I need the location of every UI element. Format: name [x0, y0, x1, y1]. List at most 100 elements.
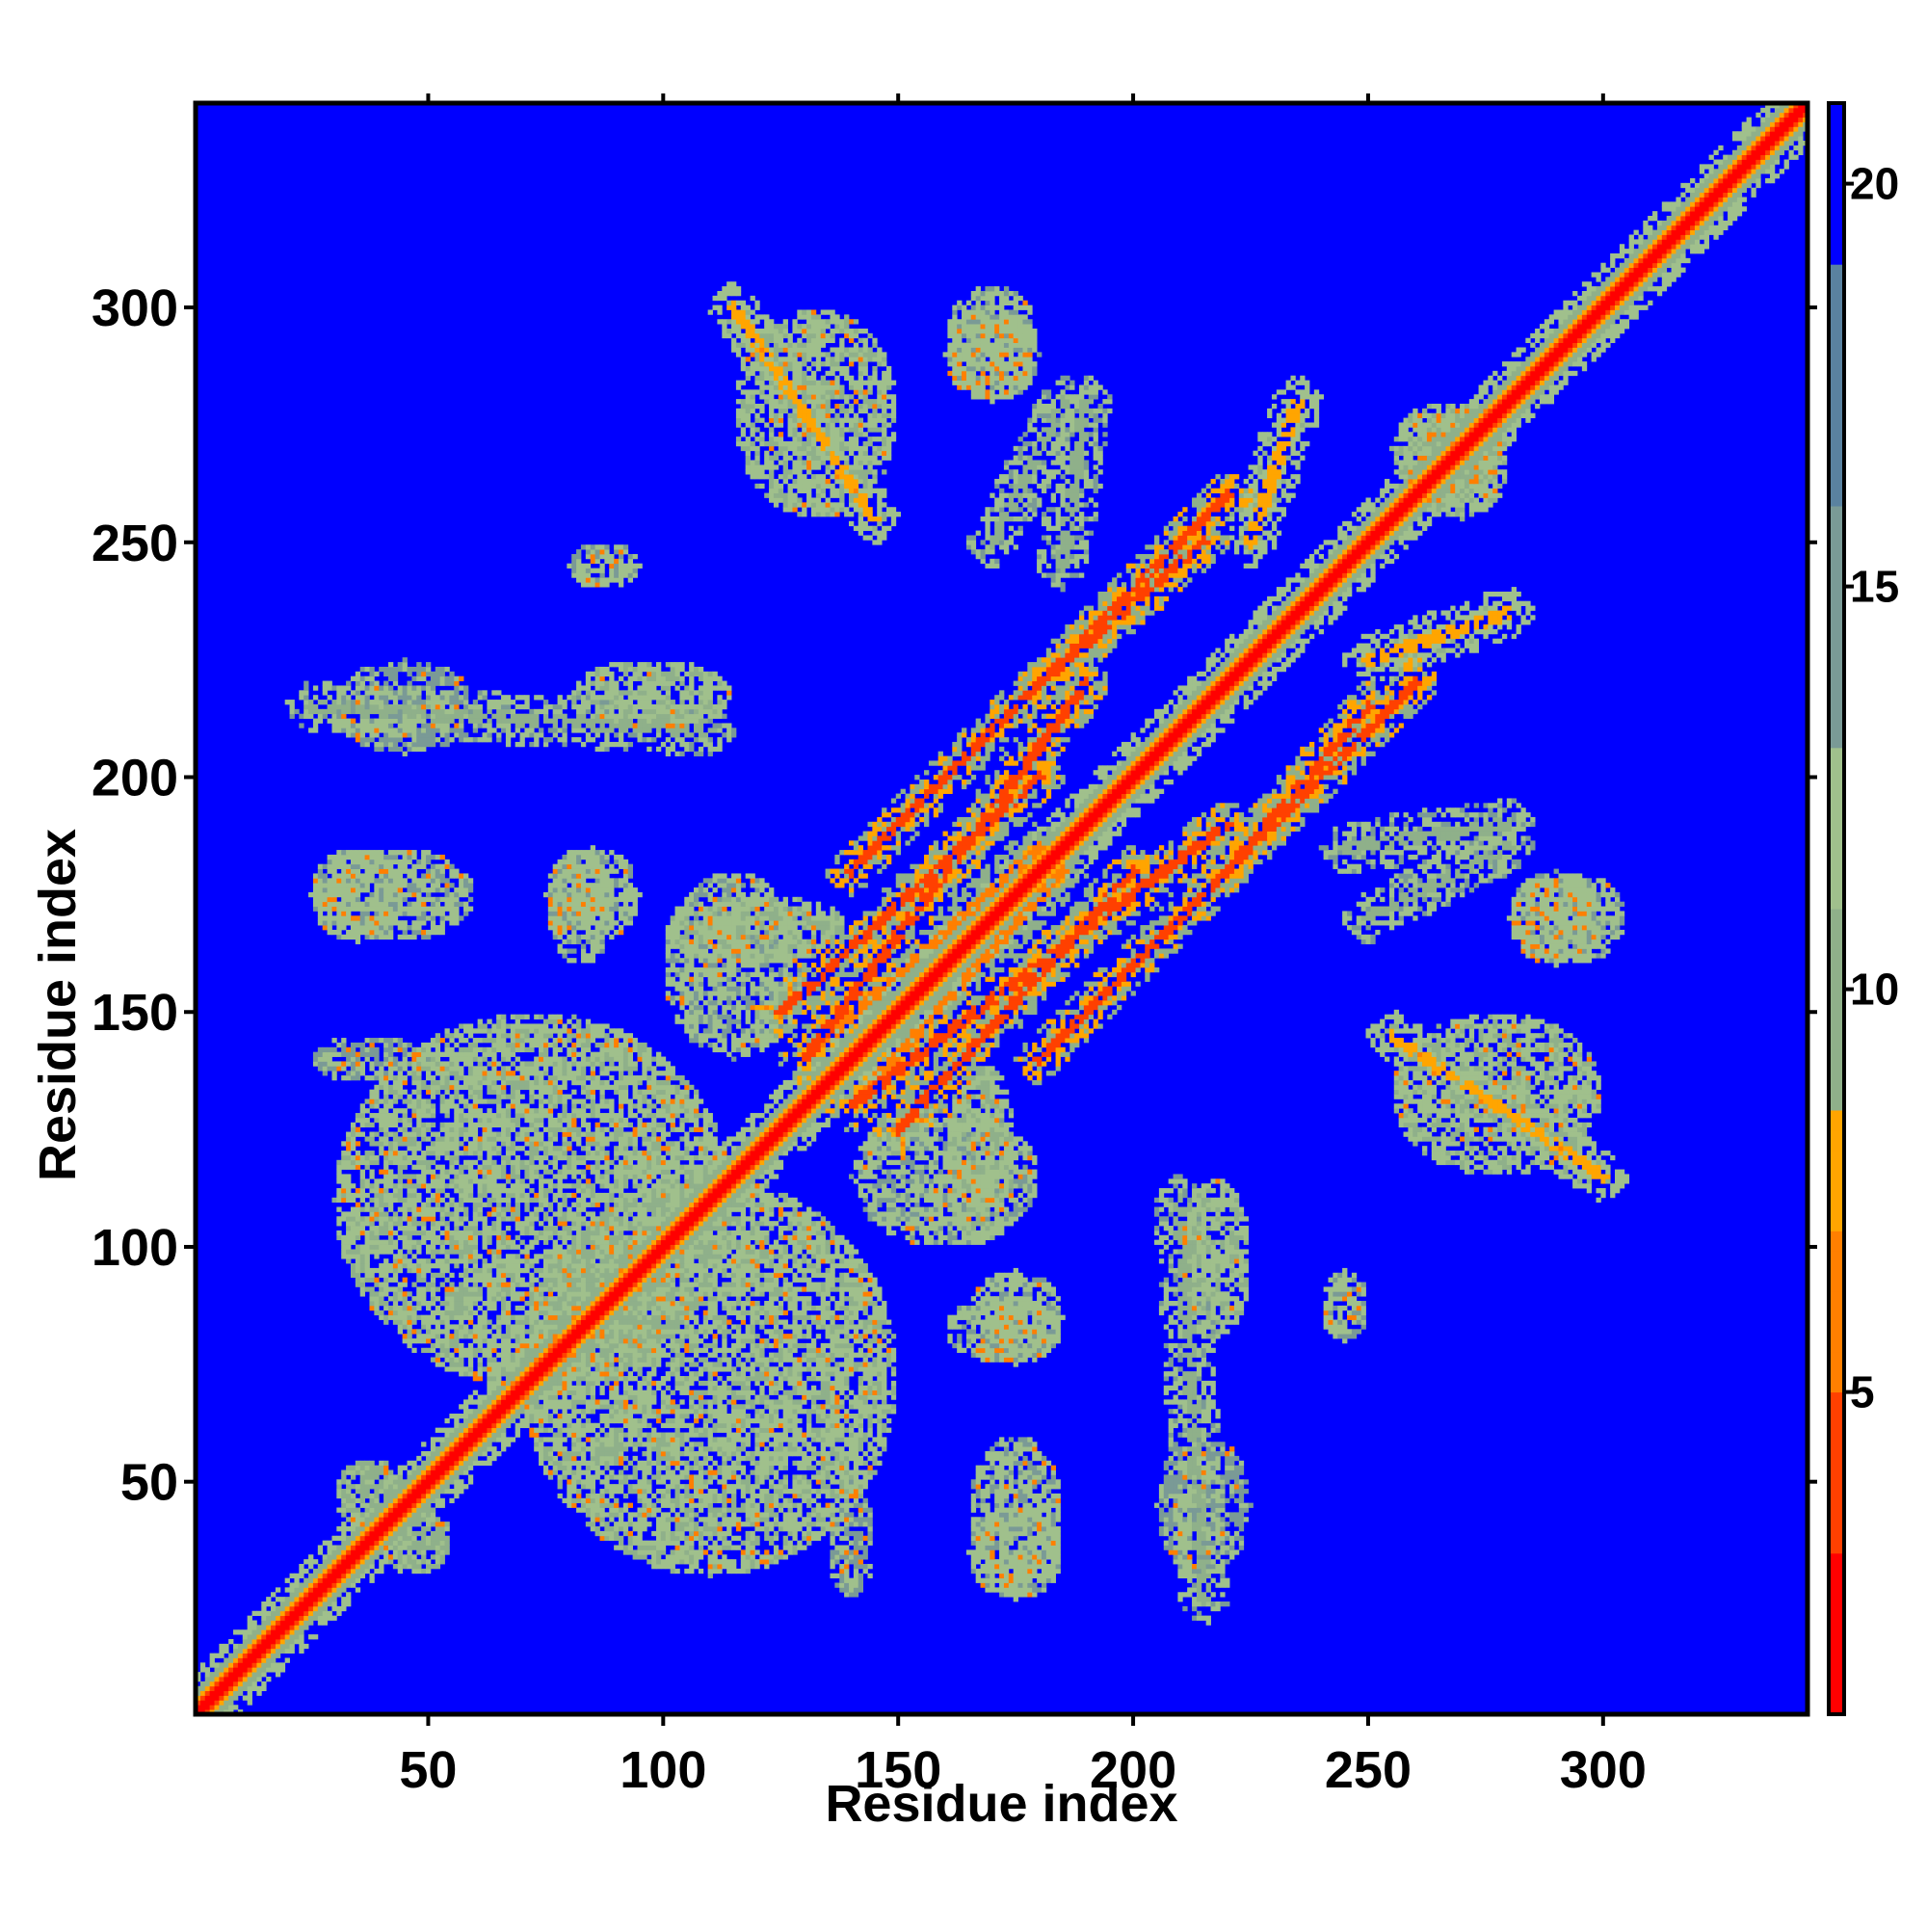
heatmap-cell [671, 1470, 675, 1475]
heatmap-cell [774, 1442, 779, 1446]
heatmap-cell [609, 1404, 614, 1409]
heatmap-cell [792, 1512, 797, 1517]
heatmap-cell [459, 1437, 463, 1442]
heatmap-cell [751, 1390, 755, 1395]
heatmap-cell [445, 1536, 450, 1541]
heatmap-cell [783, 1461, 788, 1466]
heatmap-cell [1169, 1526, 1174, 1531]
heatmap-cell [628, 1546, 633, 1550]
heatmap-cell [816, 1414, 821, 1418]
heatmap-cell [1192, 1587, 1197, 1592]
heatmap-cell [882, 1362, 886, 1366]
heatmap-cell [233, 1649, 238, 1654]
heatmap-cell [684, 1451, 689, 1456]
heatmap-cell [1174, 1494, 1178, 1498]
heatmap-cell [792, 1366, 797, 1371]
heatmap-cell [1027, 1466, 1032, 1470]
heatmap-cell [515, 1414, 520, 1418]
heatmap-cell [830, 1381, 834, 1386]
heatmap-cell [1220, 1592, 1225, 1597]
heatmap-cell [717, 1531, 722, 1536]
heatmap-cell [746, 1559, 751, 1564]
heatmap-cell [1201, 1564, 1206, 1569]
heatmap-cell [1211, 1404, 1216, 1409]
heatmap-cell [1169, 1386, 1174, 1390]
heatmap-cell [684, 1366, 689, 1371]
heatmap-cell [1192, 1414, 1197, 1418]
heatmap-cell [722, 1442, 726, 1446]
heatmap-cell [839, 1433, 844, 1438]
heatmap-cell [586, 1479, 591, 1484]
heatmap-cell [336, 1554, 341, 1559]
heatmap-cell [407, 1564, 411, 1569]
heatmap-cell [647, 1541, 651, 1546]
heatmap-cell [792, 1494, 797, 1498]
heatmap-cell [703, 1503, 708, 1508]
heatmap-cell [826, 1395, 831, 1400]
heatmap-cell [1206, 1559, 1211, 1564]
heatmap-cell [731, 1564, 736, 1569]
heatmap-cell [722, 1353, 726, 1358]
heatmap-cell [571, 1498, 576, 1503]
heatmap-cell [266, 1625, 271, 1629]
heatmap-cell [374, 1522, 379, 1526]
heatmap-cell [985, 1526, 990, 1531]
heatmap-cell [1164, 1522, 1169, 1526]
heatmap-cell [328, 1559, 332, 1564]
heatmap-cell [431, 1358, 436, 1363]
heatmap-cell [722, 1348, 726, 1353]
heatmap-cell [830, 1395, 834, 1400]
heatmap-cell [271, 1654, 276, 1658]
heatmap-cell [1239, 1470, 1244, 1475]
heatmap-cell [276, 1597, 280, 1601]
heatmap-cell [623, 1466, 628, 1470]
heatmap-cell [679, 1498, 684, 1503]
heatmap-cell [854, 1583, 858, 1588]
heatmap-cell [1187, 1381, 1192, 1386]
heatmap-cell [679, 1386, 684, 1390]
heatmap-cell [802, 1442, 806, 1446]
heatmap-cell [684, 1446, 689, 1451]
heatmap-cell [821, 1371, 826, 1376]
heatmap-cell [614, 1526, 619, 1531]
heatmap-cell [252, 1649, 257, 1654]
heatmap-cell [219, 1654, 224, 1658]
heatmap-cell [713, 1508, 718, 1513]
heatmap-cell [746, 1489, 751, 1494]
heatmap-cell [666, 1442, 671, 1446]
heatmap-cell [491, 1395, 496, 1400]
heatmap-cell [754, 1371, 759, 1376]
heatmap-cell [261, 1634, 266, 1639]
heatmap-cell [699, 1433, 703, 1438]
heatmap-cell [1051, 1470, 1056, 1475]
heatmap-cell [769, 1433, 774, 1438]
heatmap-cell [981, 1494, 986, 1498]
heatmap-cell [806, 1366, 811, 1371]
heatmap-cell [1187, 1395, 1192, 1400]
heatmap-cell [661, 1549, 666, 1554]
heatmap-cell [779, 1399, 783, 1404]
heatmap-cell [854, 1494, 858, 1498]
heatmap-cell [821, 1442, 826, 1446]
heatmap-cell [200, 1696, 205, 1701]
heatmap-cell [666, 1409, 671, 1414]
heatmap-cell [604, 1484, 609, 1489]
heatmap-cell [999, 1466, 1004, 1470]
heatmap-cell [506, 1409, 511, 1414]
heatmap-cell [642, 1466, 647, 1470]
heatmap-cell [576, 1442, 581, 1446]
heatmap-cell [351, 1546, 356, 1550]
heatmap-cell [539, 1428, 543, 1433]
heatmap-cell [675, 1489, 680, 1494]
heatmap-cell [816, 1358, 821, 1363]
heatmap-cell [811, 1498, 816, 1503]
heatmap-cell [858, 1442, 863, 1446]
heatmap-cell [591, 1353, 595, 1358]
heatmap-cell [252, 1667, 257, 1672]
heatmap-cell [1177, 1541, 1182, 1546]
heatmap-cell [581, 1386, 586, 1390]
heatmap-cell [369, 1522, 374, 1526]
heatmap-cell [228, 1677, 233, 1681]
heatmap-cell [783, 1522, 788, 1526]
heatmap-cell [416, 1541, 421, 1546]
